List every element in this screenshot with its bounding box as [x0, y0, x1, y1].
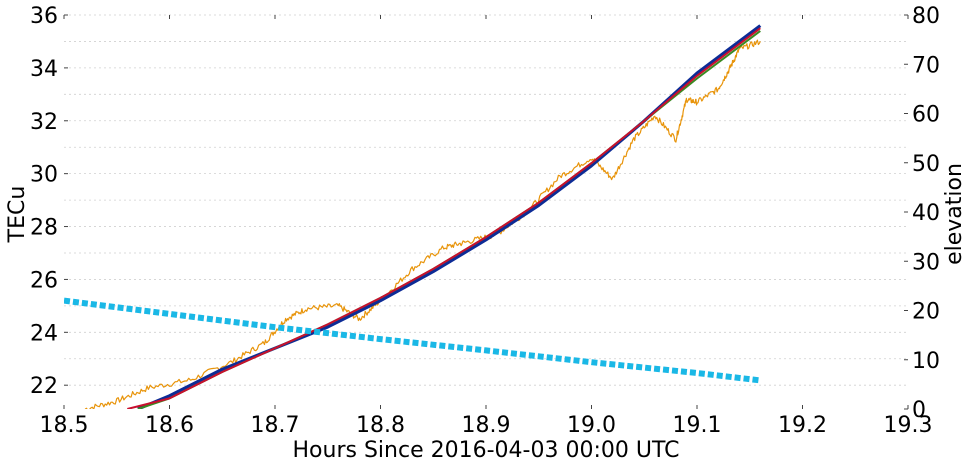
- y-tick-label: 26: [30, 268, 58, 293]
- series-line-3: [127, 27, 761, 409]
- y2-tick-label: 40: [912, 201, 940, 226]
- x-tick-label: 18.7: [251, 413, 300, 438]
- x-tick-label: 19.0: [567, 413, 616, 438]
- x-tick-label: 18.6: [145, 413, 194, 438]
- y2-tick-label: 60: [912, 103, 940, 128]
- y-tick-label: 24: [30, 321, 58, 346]
- y2-tick-label: 30: [912, 250, 940, 275]
- y-tick-label: 22: [30, 374, 58, 399]
- x-tick-label: 18.9: [462, 413, 511, 438]
- grid-lines: [64, 14, 908, 386]
- x-tick-label: 19.2: [778, 413, 827, 438]
- series-layer: [64, 24, 762, 409]
- series-line-4: [64, 297, 761, 384]
- y-axis-label: TECu: [5, 186, 30, 244]
- tick-marks: [63, 14, 909, 410]
- y-tick-label: 30: [30, 163, 58, 188]
- x-tick-label: 19.3: [884, 413, 933, 438]
- x-tick-label: 19.1: [673, 413, 722, 438]
- y-tick-label: 36: [30, 4, 58, 29]
- y2-tick-label: 20: [912, 300, 940, 325]
- y2-tick-label: 0: [912, 398, 926, 423]
- y2-tick-label: 80: [912, 4, 940, 29]
- y2-tick-label: 10: [912, 349, 940, 374]
- y-tick-label: 32: [30, 110, 58, 135]
- x-tick-label: 18.8: [356, 413, 405, 438]
- x-axis-label: Hours Since 2016-04-03 00:00 UTC: [293, 438, 680, 463]
- y2-tick-label: 70: [912, 53, 940, 78]
- y-tick-label: 34: [30, 57, 58, 82]
- series-line-2: [137, 30, 761, 409]
- x-tick-label: 18.5: [40, 413, 89, 438]
- y-tick-label: 28: [30, 216, 58, 241]
- y2-axis-label: elevation: [942, 163, 967, 265]
- series-line-1: [137, 24, 762, 409]
- series-line-0: [84, 39, 761, 409]
- y2-tick-label: 50: [912, 152, 940, 177]
- tick-labels: 22 24 26 28 30 32 34 36 0 10 20 30 40 50 60 70 80 18.5 18.…: [30, 4, 940, 438]
